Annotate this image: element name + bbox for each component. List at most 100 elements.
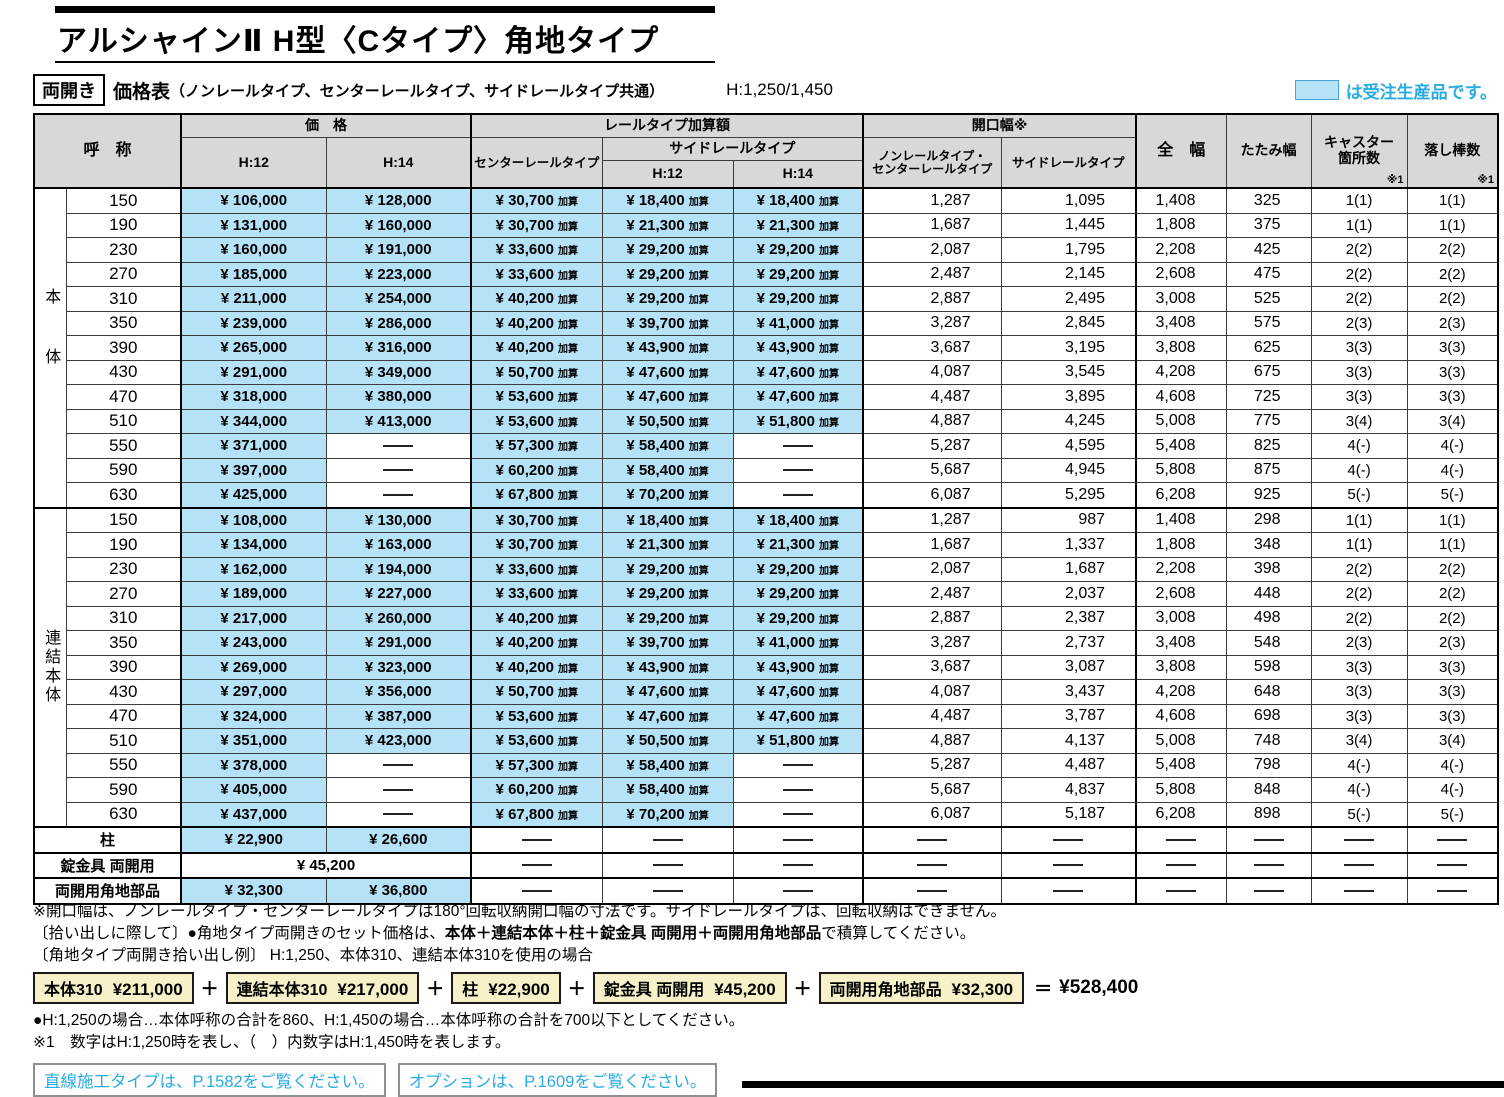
model-cell: 150 — [65, 506, 182, 533]
add-suffix: 加算 — [557, 442, 578, 454]
width-cell — [862, 877, 1002, 904]
add-price: ¥ 53,600 — [495, 388, 554, 406]
rail-add-cell: ¥ 39,700 加算 — [601, 630, 734, 656]
count-cell: 2(2) — [1310, 581, 1408, 607]
rail-add-cell: ¥ 47,600 加算 — [601, 384, 734, 410]
width-cell: 3,895 — [1000, 384, 1137, 410]
count-cell: 1(1) — [1310, 187, 1408, 214]
table-row: 550 ¥ 378,000 ¥ 57,300 加算 ¥ 58,400 加算 5,287 4,4… — [34, 752, 1499, 778]
add-suffix: 加算 — [557, 688, 578, 700]
price-cell: ¥ 128,000 — [325, 187, 472, 214]
add-suffix: 加算 — [688, 393, 709, 405]
add-suffix: 加算 — [557, 810, 578, 822]
model-cell: 310 — [65, 605, 182, 631]
count-cell: 4(-) — [1310, 777, 1408, 803]
plus-sign: ＋ — [426, 979, 445, 999]
rail-add-cell — [601, 826, 734, 853]
price-cell: ¥ 106,000 — [180, 187, 327, 214]
price-cell: ¥ 405,000 — [180, 777, 327, 803]
dash-mark — [782, 469, 813, 472]
price-cell: ¥ 316,000 — [325, 335, 472, 361]
dash-mark — [521, 889, 552, 892]
double-door-badge: 両開き — [33, 74, 105, 106]
model-cell: 230 — [65, 237, 182, 263]
add-suffix: 加算 — [818, 516, 839, 528]
price-cell: ¥ 397,000 — [180, 457, 327, 483]
count-cell: 1(1) — [1310, 506, 1408, 533]
price-cell: ¥ 45,200 — [180, 851, 472, 879]
width-cell: 2,887 — [862, 605, 1002, 631]
count-cell — [1310, 826, 1408, 853]
width-cell: 3,008 — [1135, 605, 1227, 631]
count-cell: 5(-) — [1310, 801, 1408, 828]
link-straight-type[interactable]: 直線施工タイプは、P.1582をご覧ください。 — [33, 1063, 386, 1097]
count-cell: 2(3) — [1406, 630, 1499, 656]
count-cell: 4(-) — [1406, 433, 1499, 459]
add-suffix: 加算 — [688, 712, 709, 724]
add-suffix: 加算 — [818, 565, 839, 577]
formula-item-price: ¥217,000 — [337, 980, 409, 999]
model-cell: 310 — [65, 286, 182, 312]
rail-add-cell: ¥ 40,200 加算 — [470, 654, 603, 680]
dash-mark — [383, 444, 414, 447]
model-cell: 150 — [65, 187, 182, 214]
add-suffix: 加算 — [557, 246, 578, 258]
add-price: ¥ 70,200 — [626, 486, 685, 504]
add-suffix: 加算 — [688, 491, 709, 503]
price-cell: ¥ 260,000 — [325, 605, 472, 631]
price-cell: ¥ 185,000 — [180, 261, 327, 287]
table-row: 連結本体 150 ¥ 108,000 ¥ 130,000 ¥ 30,700 加算 ¥ 18,… — [33, 506, 1499, 828]
table-row: 350 ¥ 239,000 ¥ 286,000 ¥ 40,200 加算 ¥ 39,700 加… — [34, 310, 1499, 336]
section-label-text: 連結本体 — [42, 629, 60, 706]
dash-mark — [1437, 889, 1468, 892]
caster-label2: 箇所数 — [1338, 150, 1381, 166]
width-cell: 1,808 — [1135, 212, 1227, 238]
width-cell: 987 — [1000, 506, 1137, 533]
count-cell — [1310, 851, 1408, 879]
add-suffix: 加算 — [688, 221, 709, 233]
rail-add-cell — [601, 851, 734, 879]
table-row: 310 ¥ 217,000 ¥ 260,000 ¥ 40,200 加算 ¥ 29,200 加… — [34, 605, 1499, 631]
width-cell — [1135, 877, 1227, 904]
table-row: 590 ¥ 405,000 ¥ 60,200 加算 ¥ 58,400 加算 5,687 4,8… — [34, 777, 1499, 803]
subtitle-row: 両開き 価格表 （ノンレールタイプ、センターレールタイプ、サイドレールタイプ共通… — [33, 74, 1497, 106]
add-suffix: 加算 — [557, 197, 578, 209]
add-suffix: 加算 — [557, 417, 578, 429]
rail-add-cell: ¥ 47,600 加算 — [601, 679, 734, 705]
width-cell: 6,087 — [862, 801, 1002, 828]
col-header-drop-rod: 落し棒数 ※1 — [1406, 113, 1499, 189]
add-suffix: 加算 — [818, 295, 839, 307]
add-suffix: 加算 — [688, 761, 709, 773]
width-cell: 2,487 — [862, 261, 1002, 287]
add-suffix: 加算 — [818, 197, 839, 209]
width-cell: 848 — [1225, 777, 1312, 803]
table-row: 230 ¥ 160,000 ¥ 191,000 ¥ 33,600 加算 ¥ 29,200 加… — [34, 237, 1499, 263]
add-price: ¥ 53,600 — [495, 412, 554, 430]
count-cell: 3(3) — [1310, 359, 1408, 385]
drop-rod-footnote-ref: ※1 — [1477, 173, 1495, 186]
add-price: ¥ 29,200 — [756, 609, 815, 627]
title-underline — [55, 61, 715, 63]
rail-add-cell: ¥ 29,200 加算 — [732, 237, 864, 263]
count-cell: 3(4) — [1310, 408, 1408, 434]
add-suffix: 加算 — [688, 541, 709, 553]
dash-mark — [1253, 838, 1284, 841]
width-cell: 4,137 — [1000, 728, 1137, 754]
count-cell: 1(1) — [1310, 212, 1408, 238]
model-cell: 510 — [65, 408, 182, 434]
price-cell: ¥ 163,000 — [325, 532, 472, 558]
opening-nc-line2: センターレールタイプ — [872, 161, 993, 176]
price-cell: ¥ 130,000 — [325, 506, 472, 533]
table-row: 390 ¥ 269,000 ¥ 323,000 ¥ 40,200 加算 ¥ 43,900 加… — [34, 654, 1499, 680]
rail-add-cell: ¥ 60,200 加算 — [470, 457, 603, 483]
width-cell: 4,208 — [1135, 359, 1227, 385]
width-cell: 4,087 — [862, 679, 1002, 705]
add-suffix: 加算 — [688, 590, 709, 602]
width-cell — [862, 851, 1002, 879]
add-suffix: 加算 — [688, 810, 709, 822]
width-cell: 425 — [1225, 237, 1312, 263]
width-cell: 2,845 — [1000, 310, 1137, 336]
link-options[interactable]: オプションは、P.1609をご覧ください。 — [397, 1063, 718, 1097]
dash-mark — [782, 788, 813, 791]
rail-add-cell: ¥ 47,600 加算 — [732, 703, 864, 729]
